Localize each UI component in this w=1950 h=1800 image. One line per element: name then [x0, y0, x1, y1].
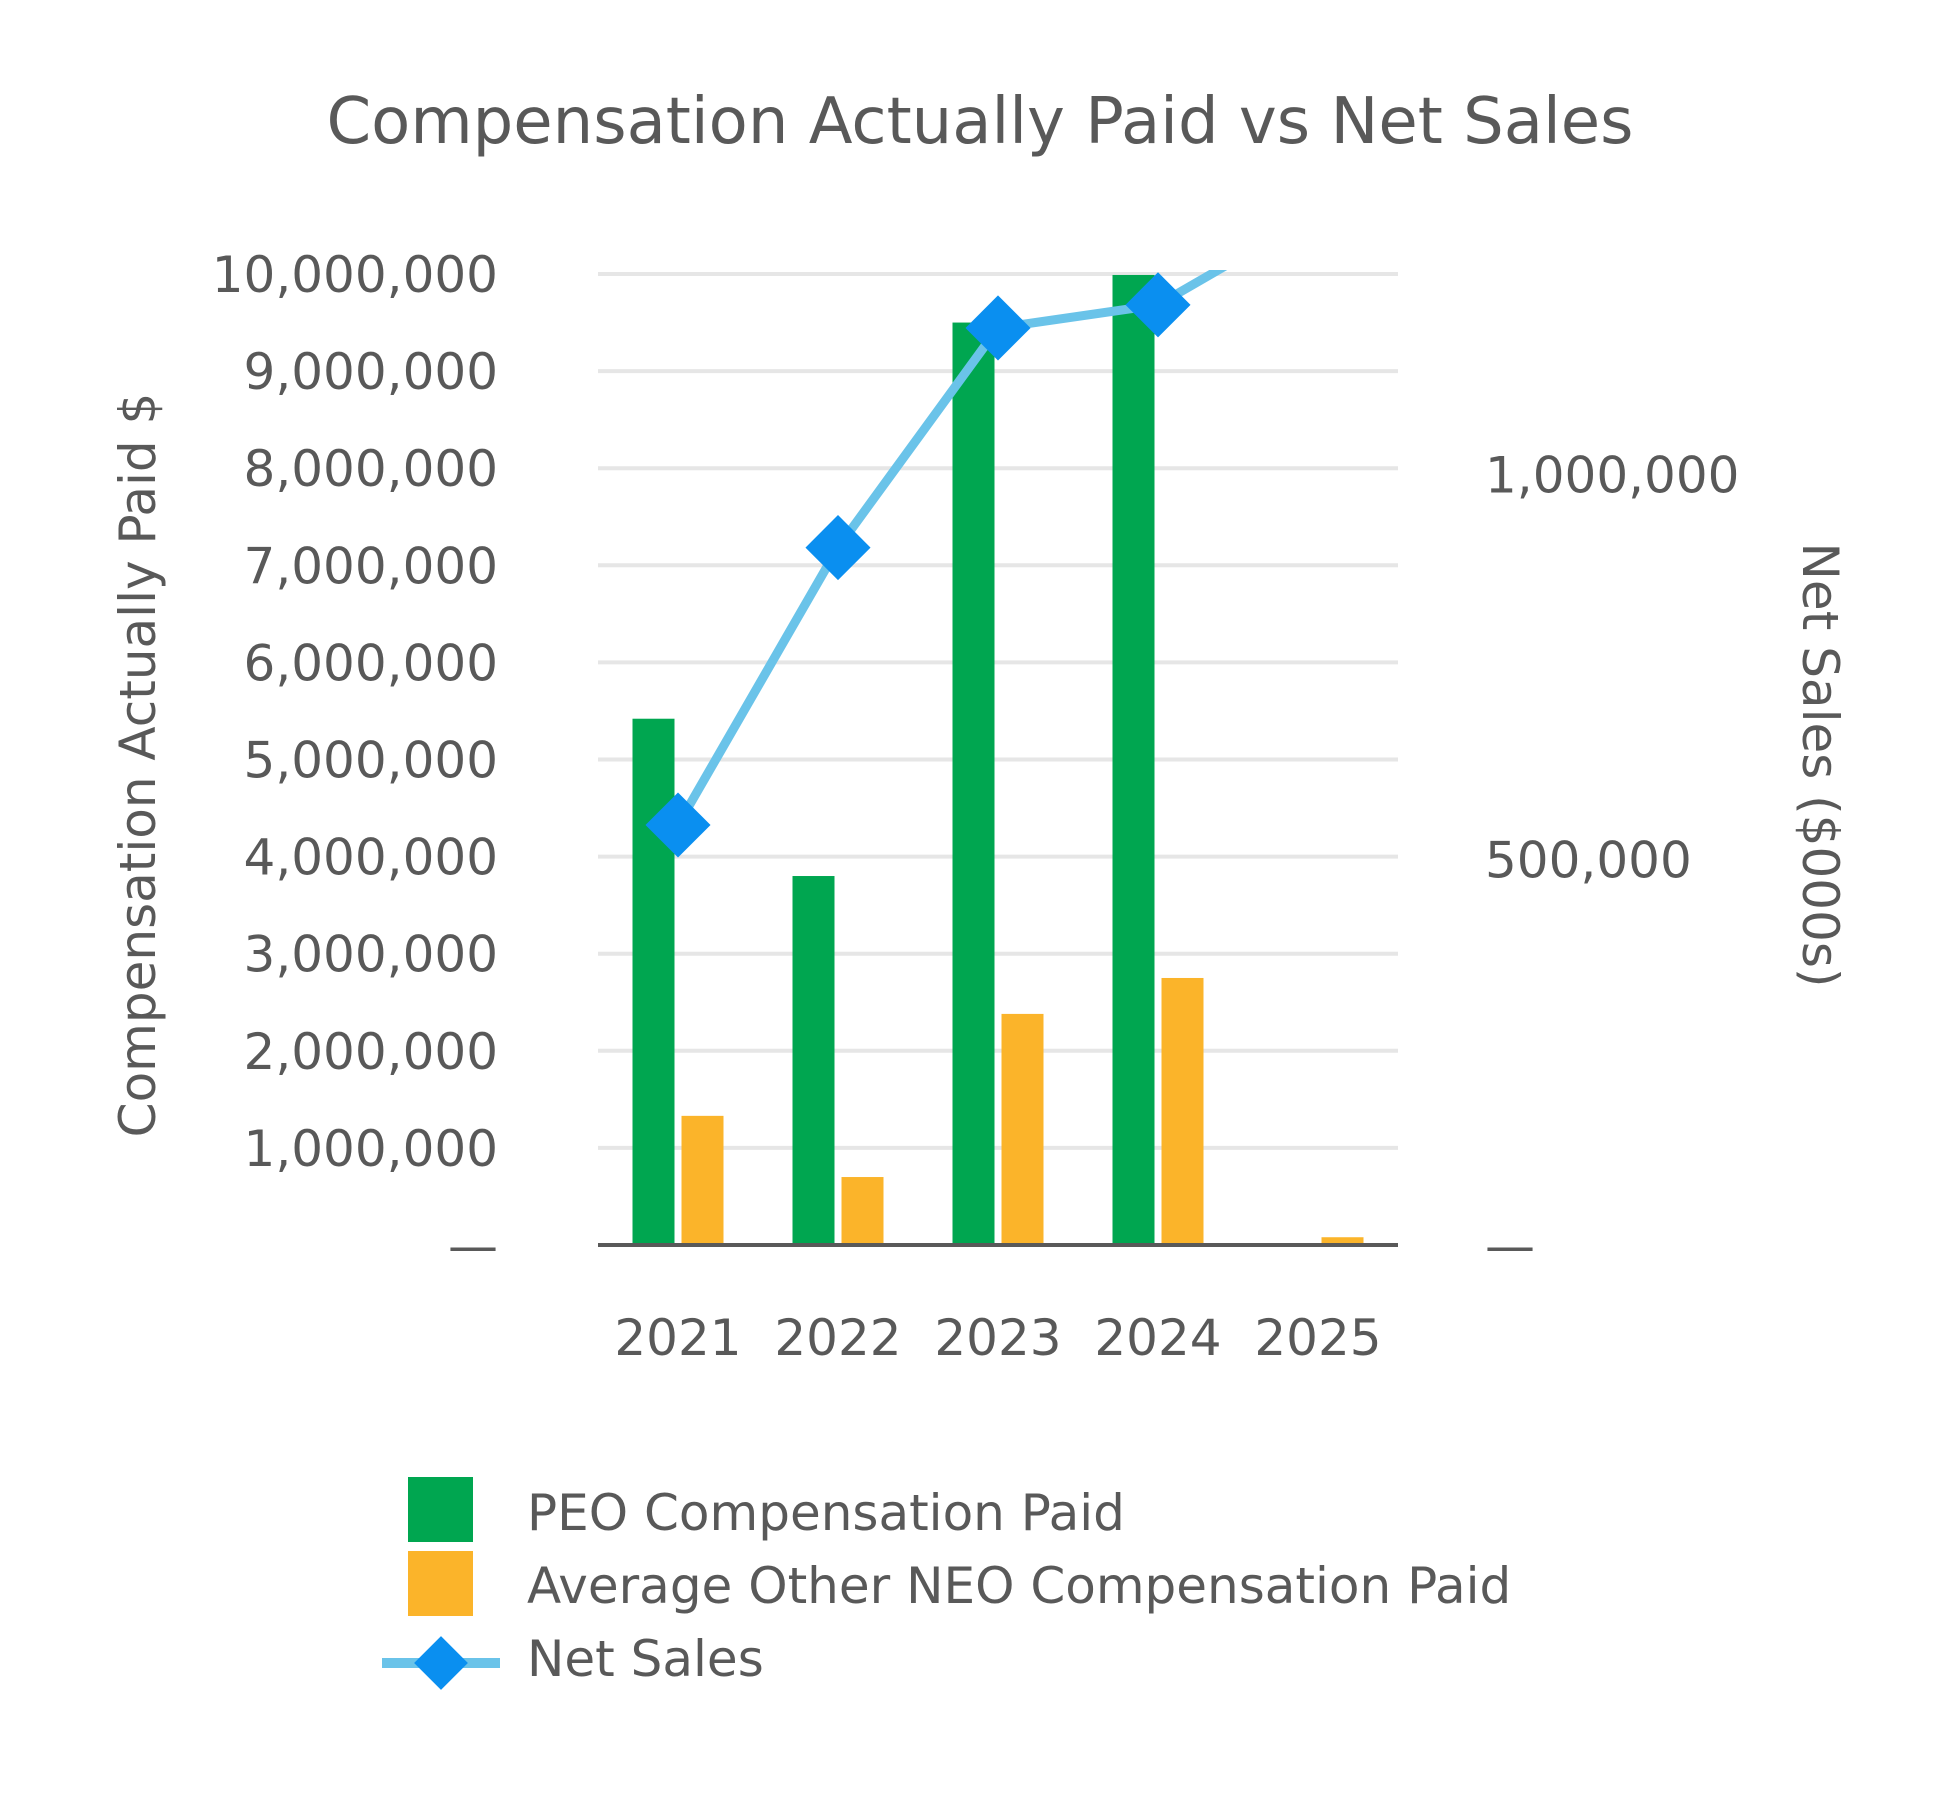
legend-swatch-neo: [408, 1551, 473, 1616]
left-y-tick-label: 8,000,000: [244, 440, 498, 498]
legend-diamond-icon: [414, 1636, 468, 1690]
right-y-ticks: — 500,000 1,000,000: [1485, 446, 1739, 1275]
left-y-tick-label: 10,000,000: [212, 246, 498, 304]
legend: PEO Compensation Paid Average Other NEO …: [382, 1477, 1511, 1690]
right-y-tick-label: 500,000: [1485, 832, 1692, 890]
bar-neo-2021: [681, 1115, 724, 1245]
bars: [632, 274, 1364, 1245]
x-tick-label: 2024: [1094, 1309, 1221, 1367]
net-sales-marker-2025: [1285, 180, 1350, 245]
left-y-ticks: — 1,000,000 2,000,000 3,000,000 4,000,000 5,0…: [212, 246, 498, 1275]
right-y-tick-label: —: [1485, 1217, 1535, 1275]
x-tick-label: 2025: [1254, 1309, 1381, 1367]
right-axis-title: Net Sales ($000s): [1791, 543, 1849, 988]
x-tick-label: 2021: [614, 1309, 741, 1367]
bar-peo-2023: [952, 322, 995, 1245]
x-ticks: 2021 2022 2023 2024 2025: [614, 1309, 1381, 1367]
x-tick-label: 2023: [934, 1309, 1061, 1367]
right-y-tick-label: 1,000,000: [1485, 446, 1739, 504]
bar-peo-2022: [792, 876, 835, 1245]
left-y-tick-label: 9,000,000: [244, 343, 498, 401]
bar-neo-2024: [1161, 977, 1204, 1245]
left-y-tick-label: 5,000,000: [244, 732, 498, 790]
bar-peo-2024: [1112, 274, 1155, 1245]
legend-label-neo: Average Other NEO Compensation Paid: [527, 1557, 1511, 1615]
legend-swatch-peo: [408, 1477, 473, 1542]
bar-neo-2022: [841, 1177, 884, 1245]
net-sales-marker-2023: [965, 295, 1031, 361]
left-y-tick-label: 4,000,000: [244, 829, 498, 887]
left-y-tick-label: 6,000,000: [244, 634, 498, 692]
gridlines: [598, 272, 1398, 1150]
left-y-tick-label: 3,000,000: [244, 926, 498, 984]
net-sales-line-layer: [645, 180, 1350, 858]
x-tick-label: 2022: [774, 1309, 901, 1367]
left-y-tick-label: 1,000,000: [244, 1120, 498, 1178]
legend-label-peo: PEO Compensation Paid: [527, 1484, 1125, 1542]
net-sales-marker-2021: [645, 792, 711, 858]
bar-neo-2025: [1321, 1237, 1364, 1245]
bar-peo-2021: [632, 718, 675, 1245]
bar-neo-2023: [1001, 1013, 1044, 1245]
left-y-tick-label: —: [448, 1217, 498, 1275]
left-y-tick-label: 7,000,000: [244, 537, 498, 595]
net-sales-marker-2022: [805, 515, 871, 581]
net-sales-marker-2024: [1125, 272, 1191, 338]
left-axis-title: Compensation Actually Paid $: [109, 393, 167, 1138]
chart-title: Compensation Actually Paid vs Net Sales: [326, 85, 1633, 159]
left-y-tick-label: 2,000,000: [244, 1023, 498, 1081]
legend-label-net-sales: Net Sales: [527, 1630, 764, 1688]
